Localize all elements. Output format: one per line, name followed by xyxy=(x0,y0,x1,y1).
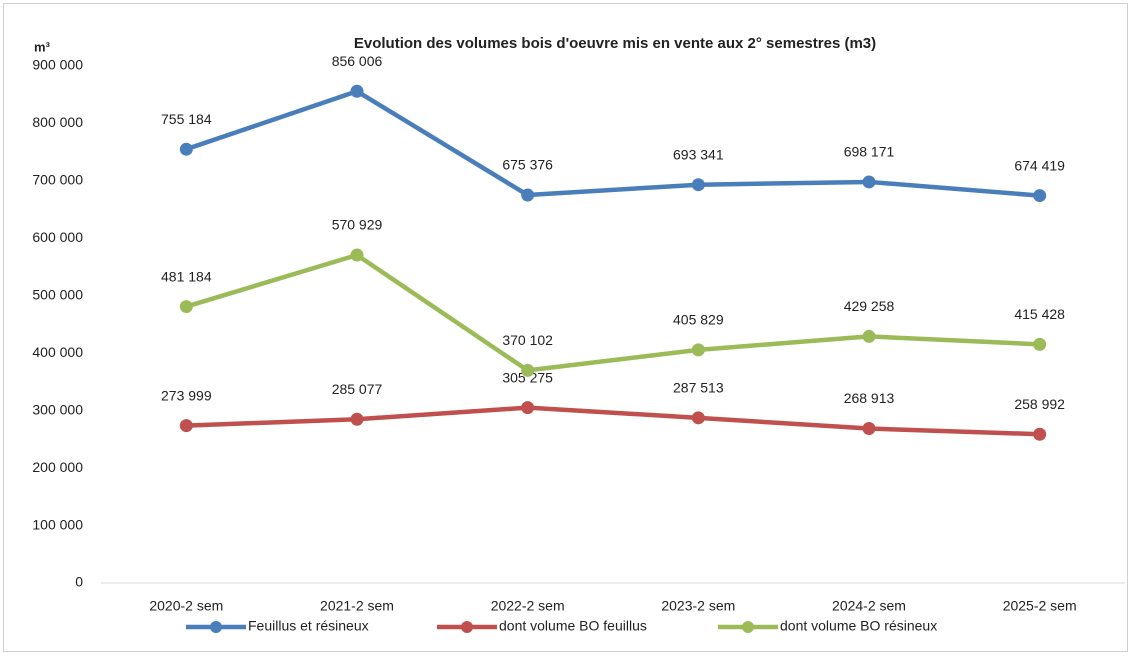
y-tick-label: 900 000 xyxy=(32,57,83,73)
legend-marker xyxy=(210,621,222,633)
data-label: 370 102 xyxy=(502,332,553,348)
data-point xyxy=(179,419,193,433)
data-point xyxy=(521,401,535,415)
legend-marker xyxy=(742,621,754,633)
data-label: 856 006 xyxy=(332,53,383,69)
y-tick-label: 100 000 xyxy=(32,516,83,532)
y-axis-label: m³ xyxy=(34,39,51,54)
data-label: 674 419 xyxy=(1014,157,1065,173)
data-point xyxy=(350,412,364,426)
data-label: 429 258 xyxy=(844,298,895,314)
data-point xyxy=(862,329,876,343)
data-point xyxy=(691,411,705,425)
data-point xyxy=(1033,189,1047,203)
chart-frame xyxy=(3,3,1128,652)
data-label: 570 929 xyxy=(332,217,383,233)
y-tick-label: 400 000 xyxy=(32,344,83,360)
data-point xyxy=(862,422,876,436)
data-label: 405 829 xyxy=(673,312,724,328)
data-point xyxy=(521,188,535,202)
data-point xyxy=(179,142,193,156)
y-tick-label: 200 000 xyxy=(32,459,83,475)
series-line xyxy=(185,252,1040,373)
data-label: 268 913 xyxy=(844,390,895,406)
legend-label: dont volume BO résineux xyxy=(780,618,937,634)
x-tick-label: 2020-2 sem xyxy=(149,598,223,614)
legend-marker xyxy=(461,621,473,633)
data-point xyxy=(1033,337,1047,351)
data-point xyxy=(179,300,193,314)
data-label: 273 999 xyxy=(161,387,212,403)
y-tick-label: 500 000 xyxy=(32,286,83,302)
data-label: 481 184 xyxy=(161,268,212,284)
data-label: 258 992 xyxy=(1014,396,1065,412)
data-point xyxy=(521,363,535,377)
series-line xyxy=(185,89,1040,198)
y-tick-label: 300 000 xyxy=(32,401,83,417)
data-label: 693 341 xyxy=(673,146,724,162)
data-point xyxy=(350,84,364,98)
data-label: 415 428 xyxy=(1014,306,1065,322)
x-tick-label: 2025-2 sem xyxy=(1003,598,1077,614)
data-label: 755 184 xyxy=(161,111,212,127)
data-point xyxy=(691,343,705,357)
y-tick-label: 0 xyxy=(75,574,83,590)
legend-label: Feuillus et résineux xyxy=(248,618,369,634)
data-label: 285 077 xyxy=(332,381,383,397)
x-tick-label: 2021-2 sem xyxy=(320,598,394,614)
series-line xyxy=(186,405,1040,437)
data-label: 675 376 xyxy=(502,157,553,173)
data-label: 287 513 xyxy=(673,380,724,396)
y-tick-label: 700 000 xyxy=(32,172,83,188)
data-label: 698 171 xyxy=(844,144,895,160)
y-tick-label: 600 000 xyxy=(32,229,83,245)
x-tick-label: 2023-2 sem xyxy=(661,598,735,614)
y-tick-label: 800 000 xyxy=(32,114,83,130)
data-point xyxy=(350,248,364,262)
x-tick-label: 2024-2 sem xyxy=(832,598,906,614)
legend-label: dont volume BO feuillus xyxy=(499,618,647,634)
chart-title: Evolution des volumes bois d'oeuvre mis … xyxy=(354,35,876,52)
data-point xyxy=(691,178,705,192)
data-point xyxy=(862,175,876,189)
data-point xyxy=(1033,427,1047,441)
data-label: 305 275 xyxy=(502,369,553,385)
x-tick-label: 2022-2 sem xyxy=(491,598,565,614)
